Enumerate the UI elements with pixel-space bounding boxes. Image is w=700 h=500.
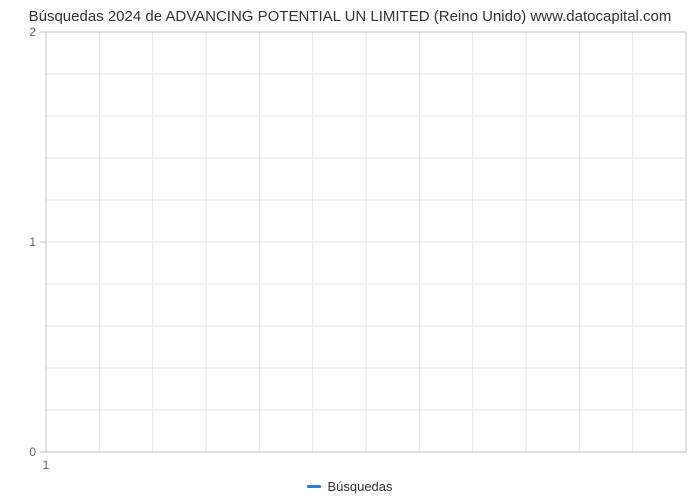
y-tick-label: 2 xyxy=(29,25,36,39)
legend-label: Búsquedas xyxy=(327,479,392,494)
legend: Búsquedas xyxy=(0,476,700,494)
y-tick-label: 0 xyxy=(29,445,36,459)
chart-container: Búsquedas 2024 de ADVANCING POTENTIAL UN… xyxy=(0,0,700,500)
legend-item[interactable]: Búsquedas xyxy=(307,479,392,494)
legend-swatch xyxy=(307,485,321,488)
x-tick-label: 1 xyxy=(43,458,50,472)
y-tick-label: 1 xyxy=(29,235,36,249)
chart-title: Búsquedas 2024 de ADVANCING POTENTIAL UN… xyxy=(0,8,700,25)
plot-area xyxy=(46,32,686,452)
